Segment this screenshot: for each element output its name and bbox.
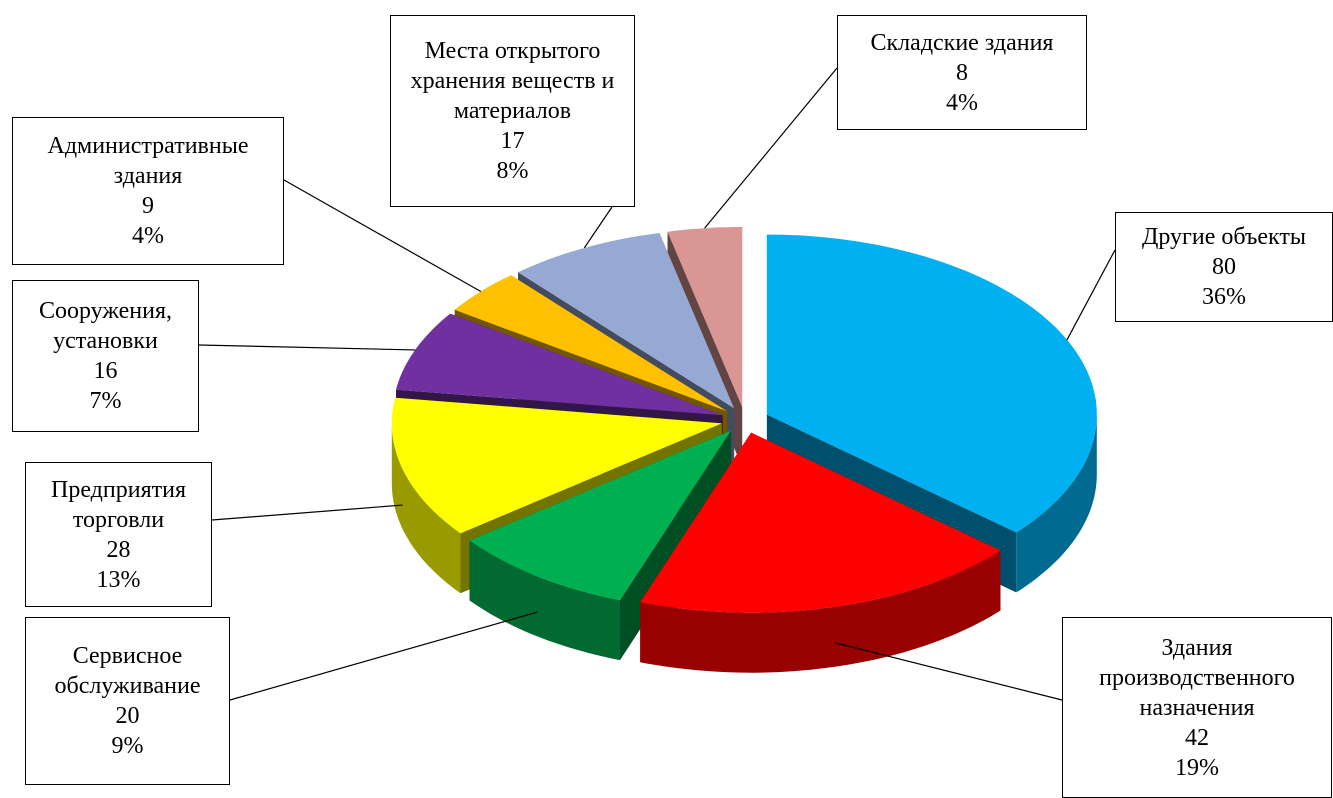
slice-top (391, 397, 722, 534)
label-value: 17 (500, 128, 525, 154)
slice-wall (640, 550, 1001, 673)
slice-top (469, 430, 731, 601)
label-percent: 7% (89, 388, 122, 414)
label-percent: 13% (96, 566, 141, 593)
label-value: 42 (1185, 724, 1209, 751)
label-value: 20 (115, 703, 140, 729)
label-name: Другие объекты (1141, 224, 1307, 250)
label-name: Сервисное обслуживание (54, 643, 201, 699)
slice-top (640, 432, 1001, 613)
label-percent: 8% (496, 158, 529, 184)
slice (640, 432, 1001, 673)
label-value: 9 (142, 193, 154, 219)
label-percent: 9% (111, 733, 144, 759)
data-label: Сервисное обслуживание 20 9% (25, 617, 230, 785)
leader-line (704, 67, 838, 229)
leader-line (229, 611, 538, 701)
label-value: 80 (1212, 254, 1236, 280)
data-label: Другие объекты 80 36% (1115, 212, 1333, 322)
label-name: Административные здания (47, 133, 249, 189)
label-name: Складские здания (870, 29, 1054, 56)
leader-line (211, 504, 403, 521)
label-value: 8 (956, 59, 968, 86)
slice-wall (391, 423, 461, 594)
data-label: Места открытого хранения веществ и матер… (390, 15, 635, 207)
label-name: Сооружения, установки (38, 298, 173, 354)
slice-top (667, 227, 743, 407)
slice (469, 430, 731, 661)
data-label: Административные здания 9 4% (12, 117, 284, 265)
leader-line (198, 344, 416, 351)
data-label: Сооружения, установки 16 7% (12, 280, 199, 432)
slice-top (766, 234, 1097, 533)
label-percent: 36% (1202, 284, 1246, 310)
label-percent: 19% (1175, 754, 1219, 781)
label-percent: 4% (946, 89, 978, 116)
data-label: Здания производственного назначения 42 19% (1062, 617, 1332, 798)
slice-top (518, 233, 735, 409)
slice-top (396, 313, 723, 416)
data-label: Складские здания 8 4% (837, 15, 1087, 130)
leader-line (583, 206, 613, 249)
leader-line (834, 642, 1063, 701)
slice-top (454, 275, 728, 412)
label-name: Предприятия торговли (51, 476, 186, 533)
leader-line (1066, 249, 1116, 341)
label-value: 28 (106, 536, 131, 563)
leader-line (283, 179, 482, 293)
slice-wall (1016, 414, 1097, 593)
label-name: Здания производственного назначения (1099, 634, 1295, 721)
label-percent: 4% (132, 223, 164, 249)
slice-wall (469, 540, 620, 661)
label-name: Места открытого хранения веществ и матер… (410, 38, 615, 124)
data-label: Предприятия торговли 28 13% (25, 462, 212, 607)
label-value: 16 (93, 358, 118, 384)
